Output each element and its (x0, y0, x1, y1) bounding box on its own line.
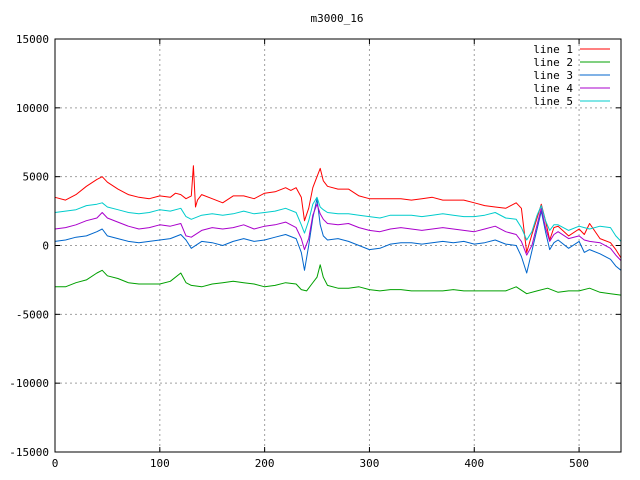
series-lines (54, 165, 622, 296)
chart-title: m3000_16 (311, 12, 364, 25)
x-tick-label: 400 (464, 457, 484, 470)
legend-label: line 1 (533, 43, 573, 56)
y-tick-label: 5000 (23, 171, 50, 184)
series-line-1 (54, 165, 622, 259)
x-tick-label: 200 (255, 457, 275, 470)
legend-label: line 4 (533, 82, 573, 95)
series-line-5 (54, 196, 622, 242)
legend-label: line 2 (533, 56, 573, 69)
y-tick-label: -5000 (16, 308, 49, 321)
y-tick-label: 15000 (16, 33, 49, 46)
x-tick-label: 500 (569, 457, 589, 470)
series-line-2 (55, 264, 622, 296)
x-tick-label: 0 (52, 457, 59, 470)
y-tick-label: 0 (42, 240, 49, 253)
grid-lines (55, 39, 621, 452)
y-tick-label: -10000 (9, 377, 49, 390)
x-tick-label: 100 (150, 457, 170, 470)
legend-label: line 5 (533, 95, 573, 108)
y-tick-label: -15000 (9, 446, 49, 459)
series-line-3 (54, 198, 622, 274)
y-tick-label: 10000 (16, 102, 49, 115)
axis-ticks: 0 100 200 300 400 500 -15000 -10000 -5000 0 5000 10… (9, 33, 621, 470)
x-tick-label: 300 (360, 457, 380, 470)
series-line-4 (54, 203, 622, 261)
legend-label: line 3 (533, 69, 573, 82)
